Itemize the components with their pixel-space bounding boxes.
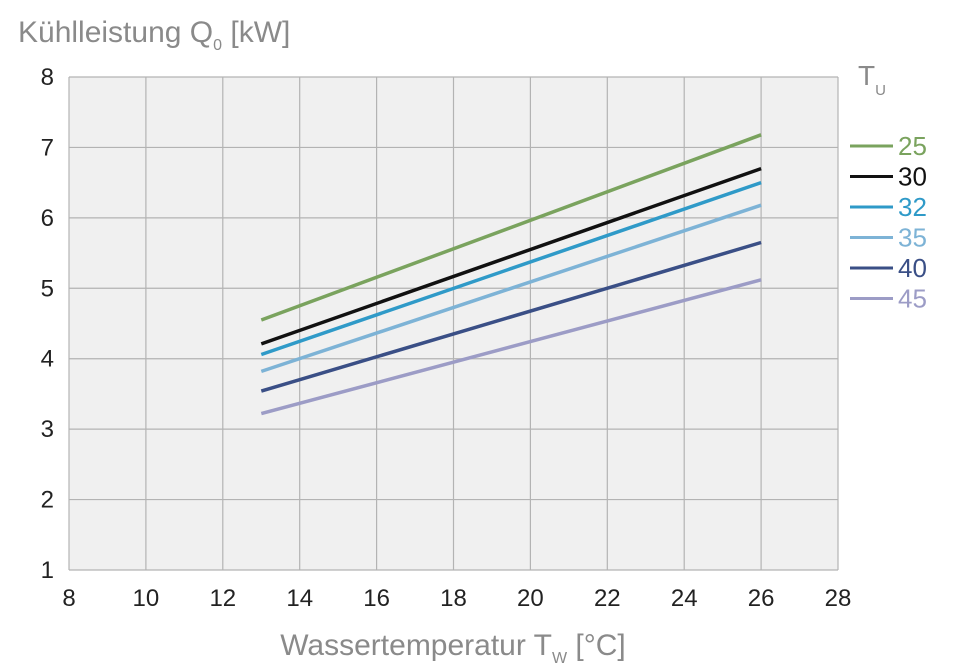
x-axis-label-main: Wassertemperatur T xyxy=(280,629,552,662)
series-line-25 xyxy=(260,133,762,322)
x-tick-label: 18 xyxy=(440,585,467,612)
x-tick-label: 10 xyxy=(133,585,160,612)
y-tick-label: 2 xyxy=(41,487,54,514)
y-axis-label: Kühlleistung Q0 [kW] xyxy=(18,16,290,54)
series-line-45 xyxy=(260,278,762,416)
y-axis-label-unit: [kW] xyxy=(222,16,290,49)
legend-label-32: 32 xyxy=(898,192,927,222)
y-tick-label: 4 xyxy=(41,346,54,373)
x-axis-label-unit: [°C] xyxy=(567,629,626,662)
y-tick-label: 5 xyxy=(41,275,54,302)
series-line-32 xyxy=(260,180,762,357)
legend-title: TU xyxy=(858,60,886,99)
legend-label-35: 35 xyxy=(898,223,927,253)
y-tick-label: 7 xyxy=(41,134,54,161)
x-axis-label: Wassertemperatur TW [°C] xyxy=(280,629,626,667)
x-tick-label: 26 xyxy=(748,585,775,612)
x-tick-label: 22 xyxy=(594,585,621,612)
x-tick-label: 8 xyxy=(62,585,75,612)
y-tick-labels: 1 2 3 4 5 6 7 8 xyxy=(41,64,54,584)
y-tick-label: 1 xyxy=(41,557,54,584)
series-line-30 xyxy=(260,166,762,346)
legend-label-30: 30 xyxy=(898,162,927,192)
x-tick-label: 14 xyxy=(286,585,313,612)
legend-title-main: T xyxy=(858,60,875,91)
legend-title-sub: U xyxy=(875,82,886,99)
x-tick-label: 12 xyxy=(209,585,236,612)
legend-label-45: 45 xyxy=(898,284,927,314)
y-tick-label: 3 xyxy=(41,416,54,443)
x-tick-label: 20 xyxy=(517,585,544,612)
legend-label-40: 40 xyxy=(898,253,927,283)
series-line-40 xyxy=(260,240,762,393)
x-tick-label: 28 xyxy=(825,585,852,612)
y-tick-label: 8 xyxy=(41,64,54,91)
y-axis-label-main: Kühlleistung Q xyxy=(18,16,213,49)
grid xyxy=(68,76,839,571)
x-tick-labels: 8 10 12 14 16 18 20 22 24 26 28 xyxy=(62,585,851,612)
series-line-35 xyxy=(260,203,762,374)
y-tick-label: 6 xyxy=(41,205,54,232)
x-axis-label-sub: W xyxy=(552,650,568,667)
series-group xyxy=(260,133,762,416)
y-axis-label-sub: 0 xyxy=(213,37,222,54)
x-tick-label: 16 xyxy=(363,585,390,612)
x-tick-label: 24 xyxy=(671,585,698,612)
legend-label-25: 25 xyxy=(898,131,927,161)
